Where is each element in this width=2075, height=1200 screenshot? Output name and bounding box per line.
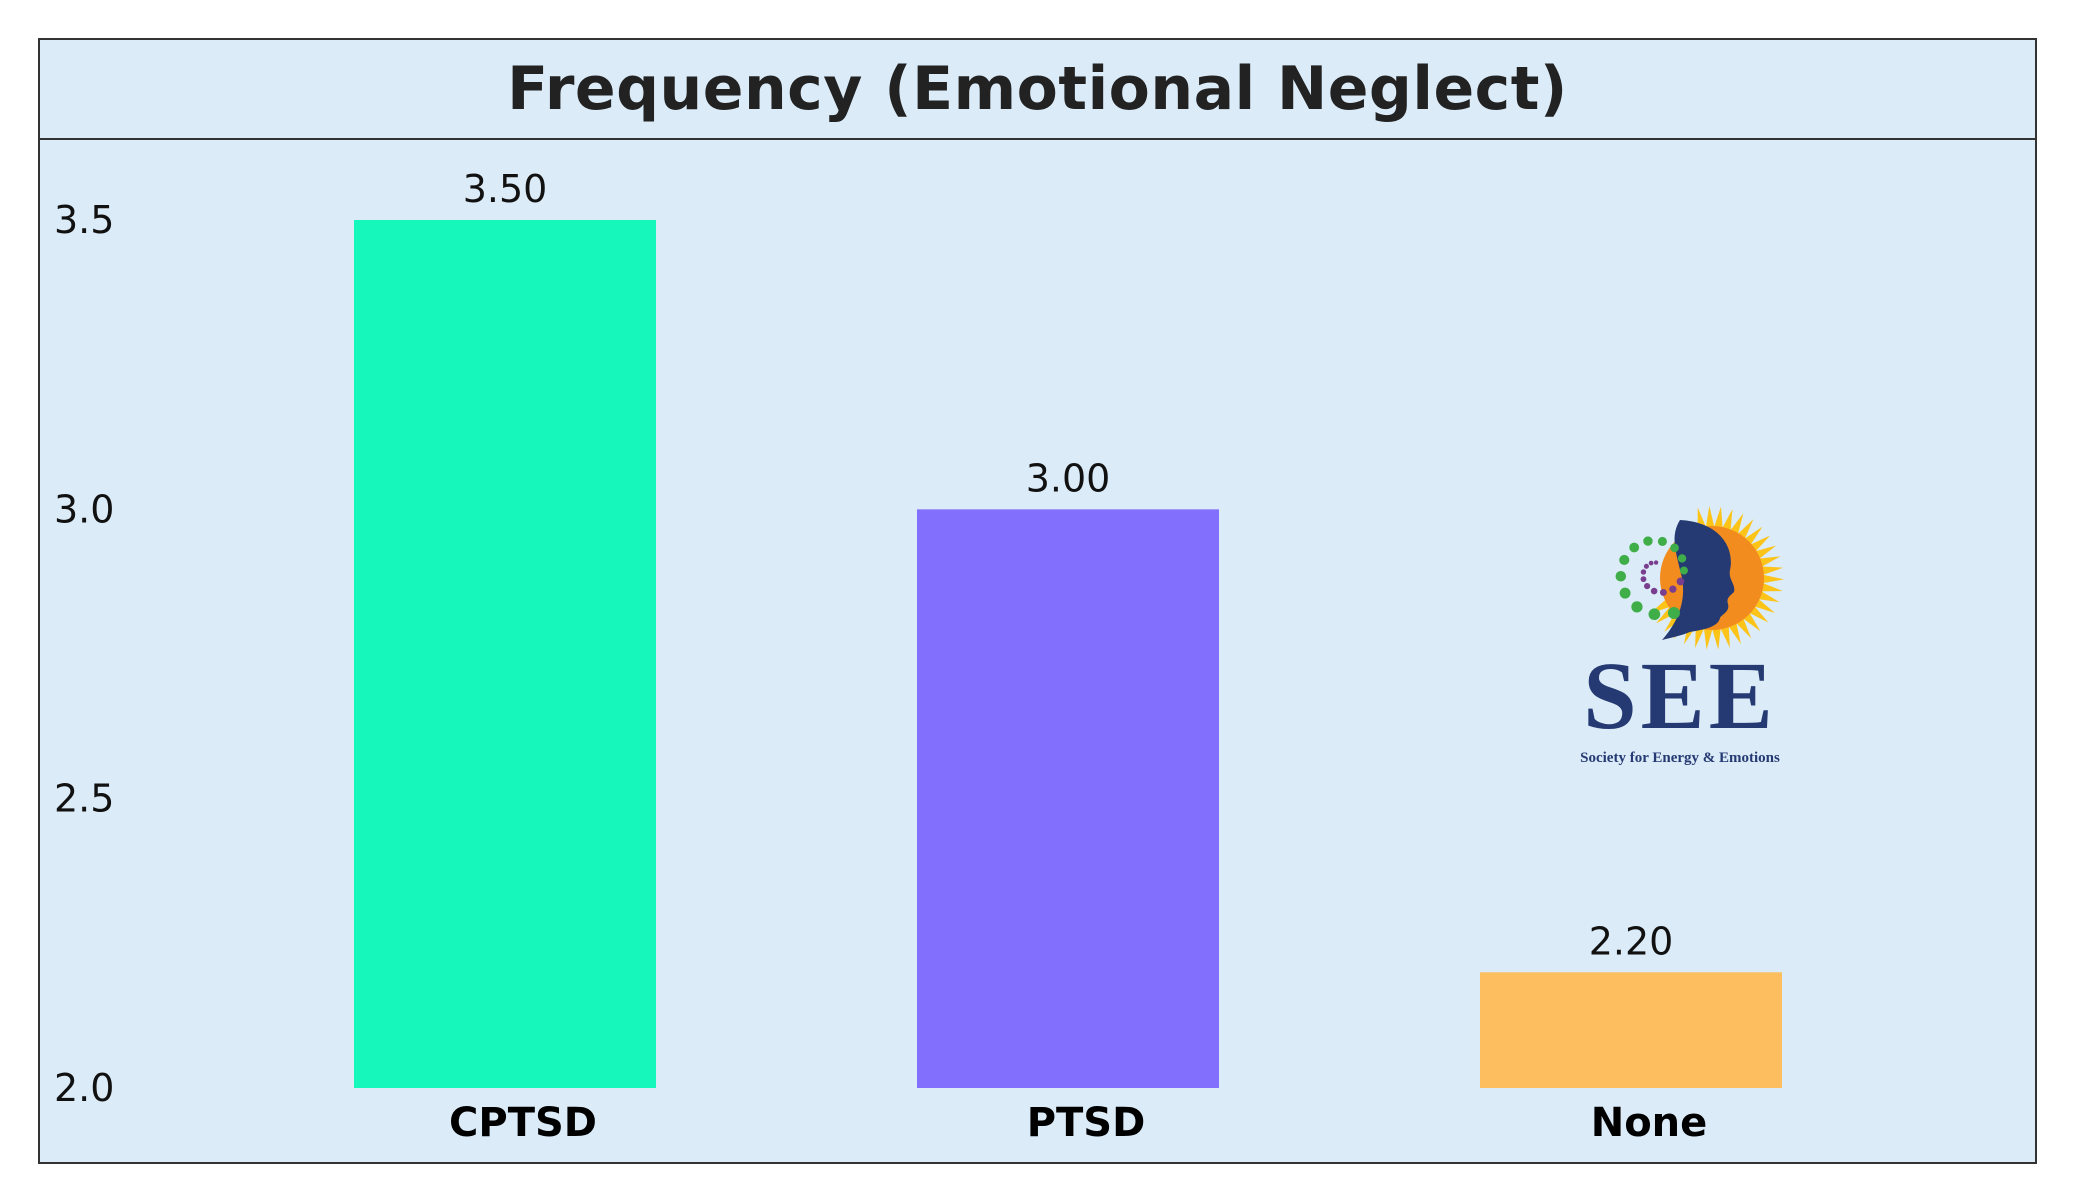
logo-tagline: Society for Energy & Emotions: [1580, 750, 1780, 766]
chart-title: Frequency (Emotional Neglect): [507, 54, 1568, 124]
bars: [354, 220, 1782, 1088]
bar-ptsd: [917, 509, 1219, 1088]
category-label: CPTSD: [449, 1100, 597, 1146]
y-axis: 2.0 2.5 3.0 3.5: [54, 198, 114, 1110]
see-logo-emblem: [1615, 506, 1784, 650]
see-logo: SEE Society for Energy & Emotions: [1530, 500, 1830, 800]
value-label: 3.00: [1026, 456, 1111, 500]
category-label: None: [1591, 1100, 1708, 1146]
y-tick-label: 3.0: [54, 487, 114, 531]
value-label: 3.50: [463, 167, 548, 211]
title-band: Frequency (Emotional Neglect): [40, 40, 2035, 140]
logo-wordmark: SEE: [1583, 642, 1777, 749]
y-tick-label: 3.5: [54, 198, 114, 242]
bar-chart: 2.0 2.5 3.0 3.5 3.50 3.00 2.20 CPTSD PTSD None: [54, 167, 1782, 1146]
category-label: PTSD: [1027, 1100, 1146, 1146]
value-label: 2.20: [1589, 919, 1674, 963]
chart-frame: Frequency (Emotional Neglect) 2.0 2.5 3.0 3…: [38, 38, 2037, 1164]
x-axis: CPTSD PTSD None: [449, 1100, 1707, 1146]
y-tick-label: 2.0: [54, 1066, 114, 1110]
bar-none: [1480, 972, 1782, 1088]
y-tick-label: 2.5: [54, 777, 114, 821]
bar-cptsd: [354, 220, 656, 1088]
value-labels: 3.50 3.00 2.20: [463, 167, 1674, 963]
